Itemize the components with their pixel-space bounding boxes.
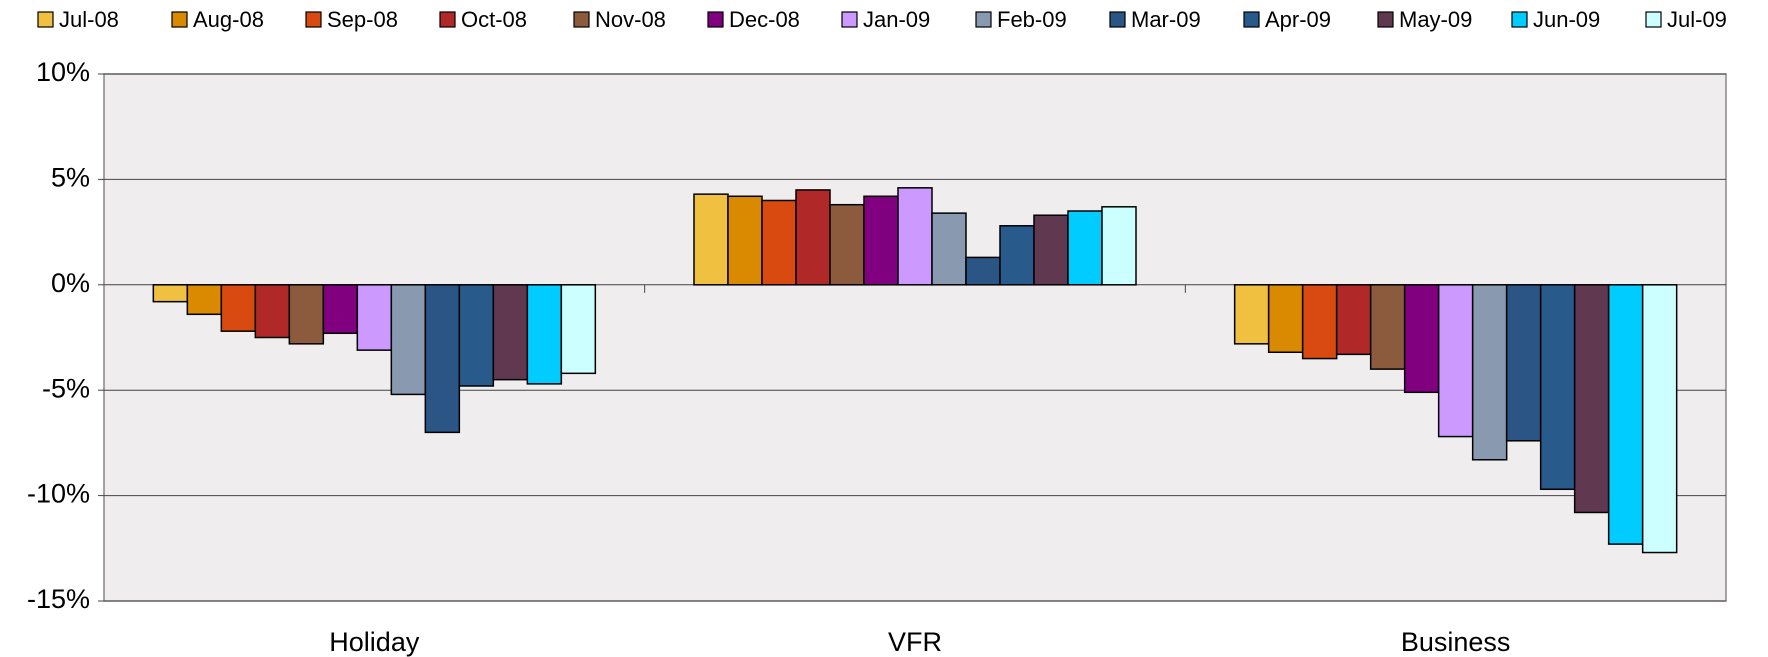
legend-label: Oct-08 [461, 7, 527, 32]
bar [390, 284, 427, 396]
y-tick-label: 10% [36, 57, 90, 87]
x-tick-label: Holiday [329, 627, 420, 657]
bar [863, 195, 899, 286]
legend-label: Mar-09 [1131, 7, 1201, 32]
bar [795, 189, 831, 286]
bar [492, 284, 529, 381]
legend-swatch [707, 11, 724, 28]
bar [829, 203, 865, 286]
legend-swatch [1511, 11, 1528, 28]
bar [999, 225, 1035, 286]
legend-swatch [305, 11, 322, 28]
bar [254, 284, 291, 339]
legend-label: Sep-08 [327, 7, 398, 32]
legend-swatch [37, 11, 54, 28]
legend-swatch [1377, 11, 1394, 28]
legend-label: May-09 [1399, 7, 1472, 32]
bar [1641, 284, 1678, 554]
legend-swatch [573, 11, 590, 28]
legend-label: Feb-09 [997, 7, 1067, 32]
bar [1403, 284, 1440, 394]
legend-swatch [439, 11, 456, 28]
bar [424, 284, 461, 434]
bar [761, 199, 797, 286]
y-tick-label: 5% [51, 163, 90, 193]
bar [1101, 206, 1137, 286]
bar [152, 284, 189, 303]
bar [693, 193, 729, 286]
bar [1033, 214, 1069, 286]
y-tick-label: 0% [51, 268, 90, 298]
legend-label: Apr-09 [1265, 7, 1331, 32]
bar [1267, 284, 1304, 354]
legend-swatch [1243, 11, 1260, 28]
legend-label: Nov-08 [595, 7, 666, 32]
bar [186, 284, 223, 316]
bar [288, 284, 325, 345]
legend-label: Jan-09 [863, 7, 930, 32]
bar [322, 284, 359, 335]
bar [560, 284, 597, 375]
bar [1505, 284, 1542, 442]
legend-swatch [841, 11, 858, 28]
bar [1471, 284, 1508, 461]
bar [1573, 284, 1610, 514]
bar [458, 284, 495, 387]
bar [1437, 284, 1474, 438]
legend-swatch [975, 11, 992, 28]
bar [897, 187, 933, 286]
legend-swatch [1645, 11, 1662, 28]
bar [526, 284, 563, 385]
legend-label: Jul-08 [59, 7, 119, 32]
bar [931, 212, 967, 286]
legend-label: Jun-09 [1533, 7, 1600, 32]
bar [1335, 284, 1372, 356]
bar [1607, 284, 1644, 545]
bar [1539, 284, 1576, 491]
x-tick-label: Business [1401, 627, 1511, 657]
legend-label: Aug-08 [193, 7, 264, 32]
bar [1301, 284, 1338, 360]
bar [220, 284, 257, 332]
legend-label: Jul-09 [1667, 7, 1727, 32]
legend-swatch [171, 11, 188, 28]
bar [965, 256, 1001, 286]
y-tick-label: -5% [42, 373, 90, 403]
x-tick-label: VFR [888, 627, 942, 657]
bar [727, 195, 763, 286]
bar [1233, 284, 1270, 345]
y-tick-label: -15% [27, 584, 90, 614]
bar [1067, 210, 1103, 286]
y-tick-label: -10% [27, 479, 90, 509]
bar [1369, 284, 1406, 370]
bar [356, 284, 393, 351]
legend-label: Dec-08 [729, 7, 800, 32]
legend-swatch [1109, 11, 1126, 28]
